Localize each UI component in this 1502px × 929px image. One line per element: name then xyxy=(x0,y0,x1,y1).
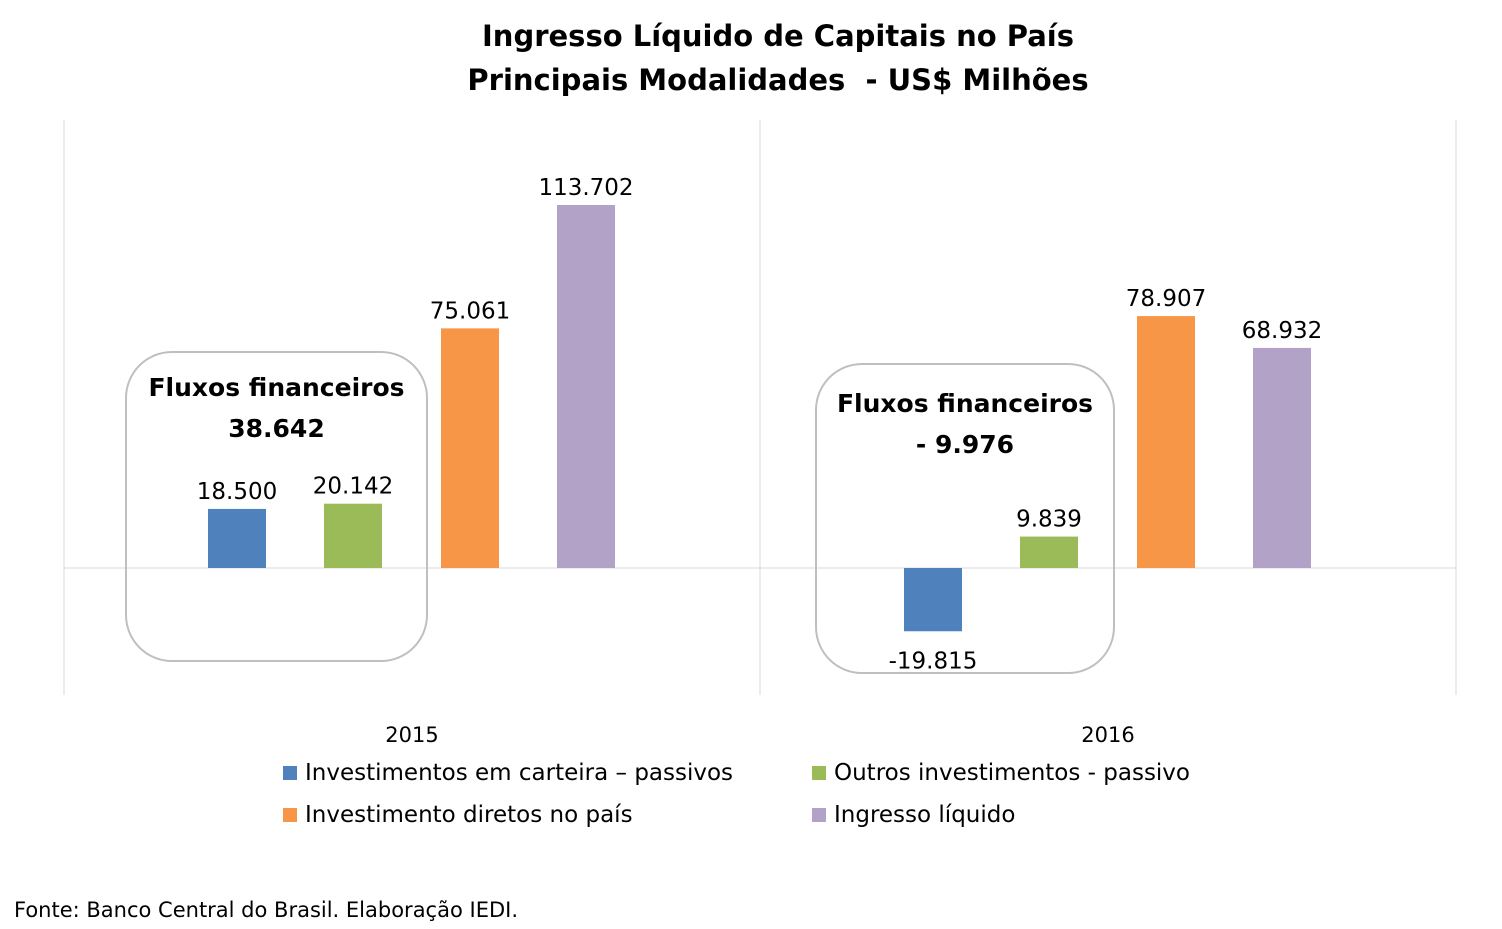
annotation-value-2016: - 9.976 xyxy=(916,430,1014,459)
data-label-investimentos-em-carteira-passivos-2015: 18.500 xyxy=(197,479,277,505)
bar-ingresso-liquido-2015 xyxy=(557,205,615,568)
x-tick-label-2016: 2016 xyxy=(1081,723,1134,747)
chart-subtitle: Principais Modalidades - US$ Milhões xyxy=(467,63,1089,97)
bar-investimento-diretos-no-pais-2016 xyxy=(1137,316,1195,568)
annotation-box-2015 xyxy=(125,351,428,662)
annotation-title-2015: Fluxos financeiros xyxy=(148,373,404,402)
bar-investimentos-em-carteira-passivos-2016 xyxy=(904,568,962,632)
annotation-box-2016 xyxy=(815,363,1115,674)
data-label-outros-investimentos-passivo-2016: 9.839 xyxy=(1016,507,1082,533)
data-label-investimento-diretos-no-pais-2015: 75.061 xyxy=(430,298,510,324)
data-label-investimentos-em-carteira-passivos-2016: -19.815 xyxy=(889,648,978,674)
data-label-outros-investimentos-passivo-2015: 20.142 xyxy=(313,474,393,500)
bar-investimentos-em-carteira-passivos-2015 xyxy=(208,508,266,568)
x-tick-label-2015: 2015 xyxy=(385,723,438,747)
source-note: Fonte: Banco Central do Brasil. Elaboraç… xyxy=(14,898,518,922)
data-label-ingresso-liquido-2016: 68.932 xyxy=(1242,318,1322,344)
bar-investimento-diretos-no-pais-2015 xyxy=(441,328,499,568)
bar-outros-investimentos-passivo-2015 xyxy=(324,503,382,568)
data-label-investimento-diretos-no-pais-2016: 78.907 xyxy=(1126,286,1206,312)
chart-title: Ingresso Líquido de Capitais no País xyxy=(482,19,1074,53)
bar-outros-investimentos-passivo-2016 xyxy=(1020,536,1078,568)
data-label-ingresso-liquido-2015: 113.702 xyxy=(538,175,633,201)
annotation-value-2015: 38.642 xyxy=(228,414,324,443)
bar-ingresso-liquido-2016 xyxy=(1253,347,1311,568)
chart-title-block: Ingresso Líquido de Capitais no País Pri… xyxy=(0,14,1502,102)
annotation-title-2016: Fluxos financeiros xyxy=(837,389,1093,418)
